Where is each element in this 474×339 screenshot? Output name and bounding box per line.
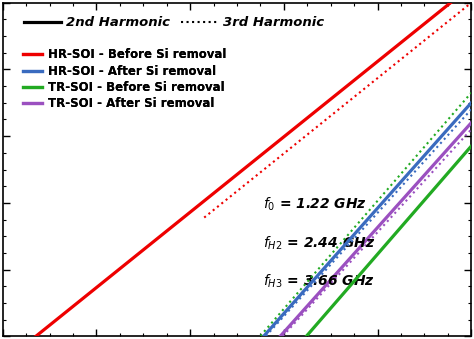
Text: $f_0$ = 1.22 GHz: $f_0$ = 1.22 GHz bbox=[263, 196, 367, 213]
Legend: HR-SOI - Before Si removal, HR-SOI - After Si removal, TR-SOI - Before Si remova: HR-SOI - Before Si removal, HR-SOI - Aft… bbox=[18, 44, 231, 115]
Text: $f_{H3}$ = 3.66 GHz: $f_{H3}$ = 3.66 GHz bbox=[263, 273, 374, 290]
Text: $f_{H2}$ = 2.44 GHz: $f_{H2}$ = 2.44 GHz bbox=[263, 234, 375, 252]
